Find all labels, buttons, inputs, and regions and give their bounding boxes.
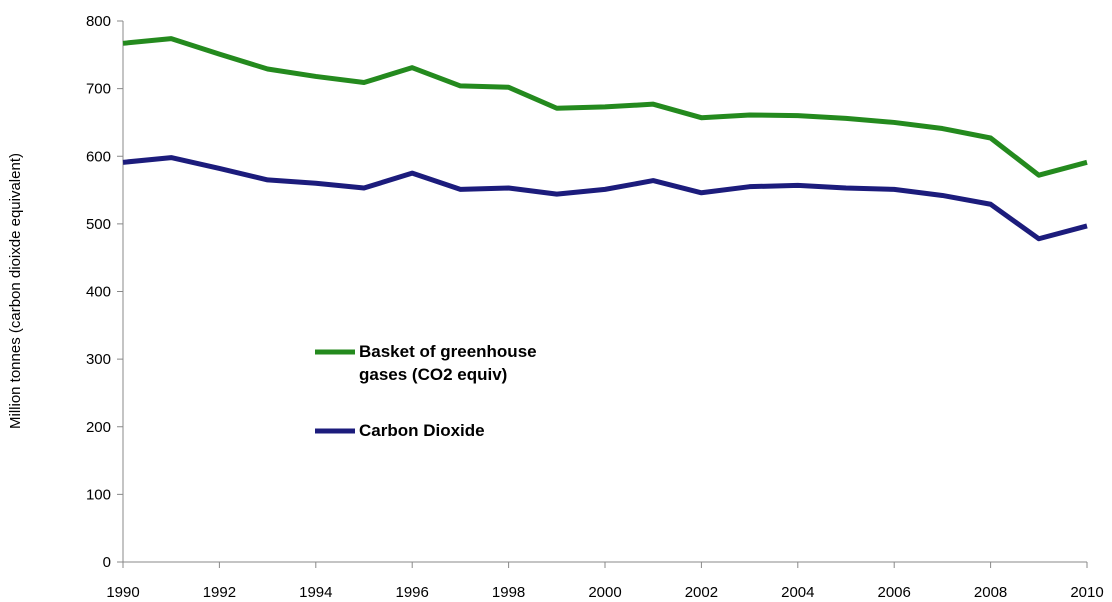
series-line — [122, 155, 1088, 242]
x-tick-label: 2002 — [685, 584, 718, 601]
y-tick-label: 0 — [103, 554, 111, 571]
y-tick-label: 600 — [86, 148, 111, 165]
legend-label: Carbon Dioxide — [359, 421, 485, 440]
legend-label: Basket of greenhouse gases (CO2 equiv) — [359, 342, 537, 384]
x-tick-label: 2006 — [878, 584, 911, 601]
y-tick-label: 300 — [86, 351, 111, 368]
y-tick-label: 800 — [86, 13, 111, 30]
x-tick-label: 2004 — [781, 584, 814, 601]
y-tick-label: 500 — [86, 216, 111, 233]
x-tick-label: 1996 — [396, 584, 429, 601]
x-tick-label: 1992 — [203, 584, 236, 601]
x-tick-label: 1998 — [492, 584, 525, 601]
x-tick-label: 2000 — [588, 584, 621, 601]
y-tick-label: 100 — [86, 486, 111, 503]
y-tick-label: 200 — [86, 419, 111, 436]
y-tick-label: 400 — [86, 284, 111, 301]
x-tick-label: 1990 — [106, 584, 139, 601]
y-axis-label: Million tonnes (carbon dioixde equivalen… — [7, 153, 24, 429]
x-tick-label: 2008 — [974, 584, 1007, 601]
y-tick-label: 700 — [86, 81, 111, 98]
x-tick-label: 2010 — [1070, 584, 1103, 601]
series-line — [122, 36, 1088, 178]
x-tick-label: 1994 — [299, 584, 332, 601]
